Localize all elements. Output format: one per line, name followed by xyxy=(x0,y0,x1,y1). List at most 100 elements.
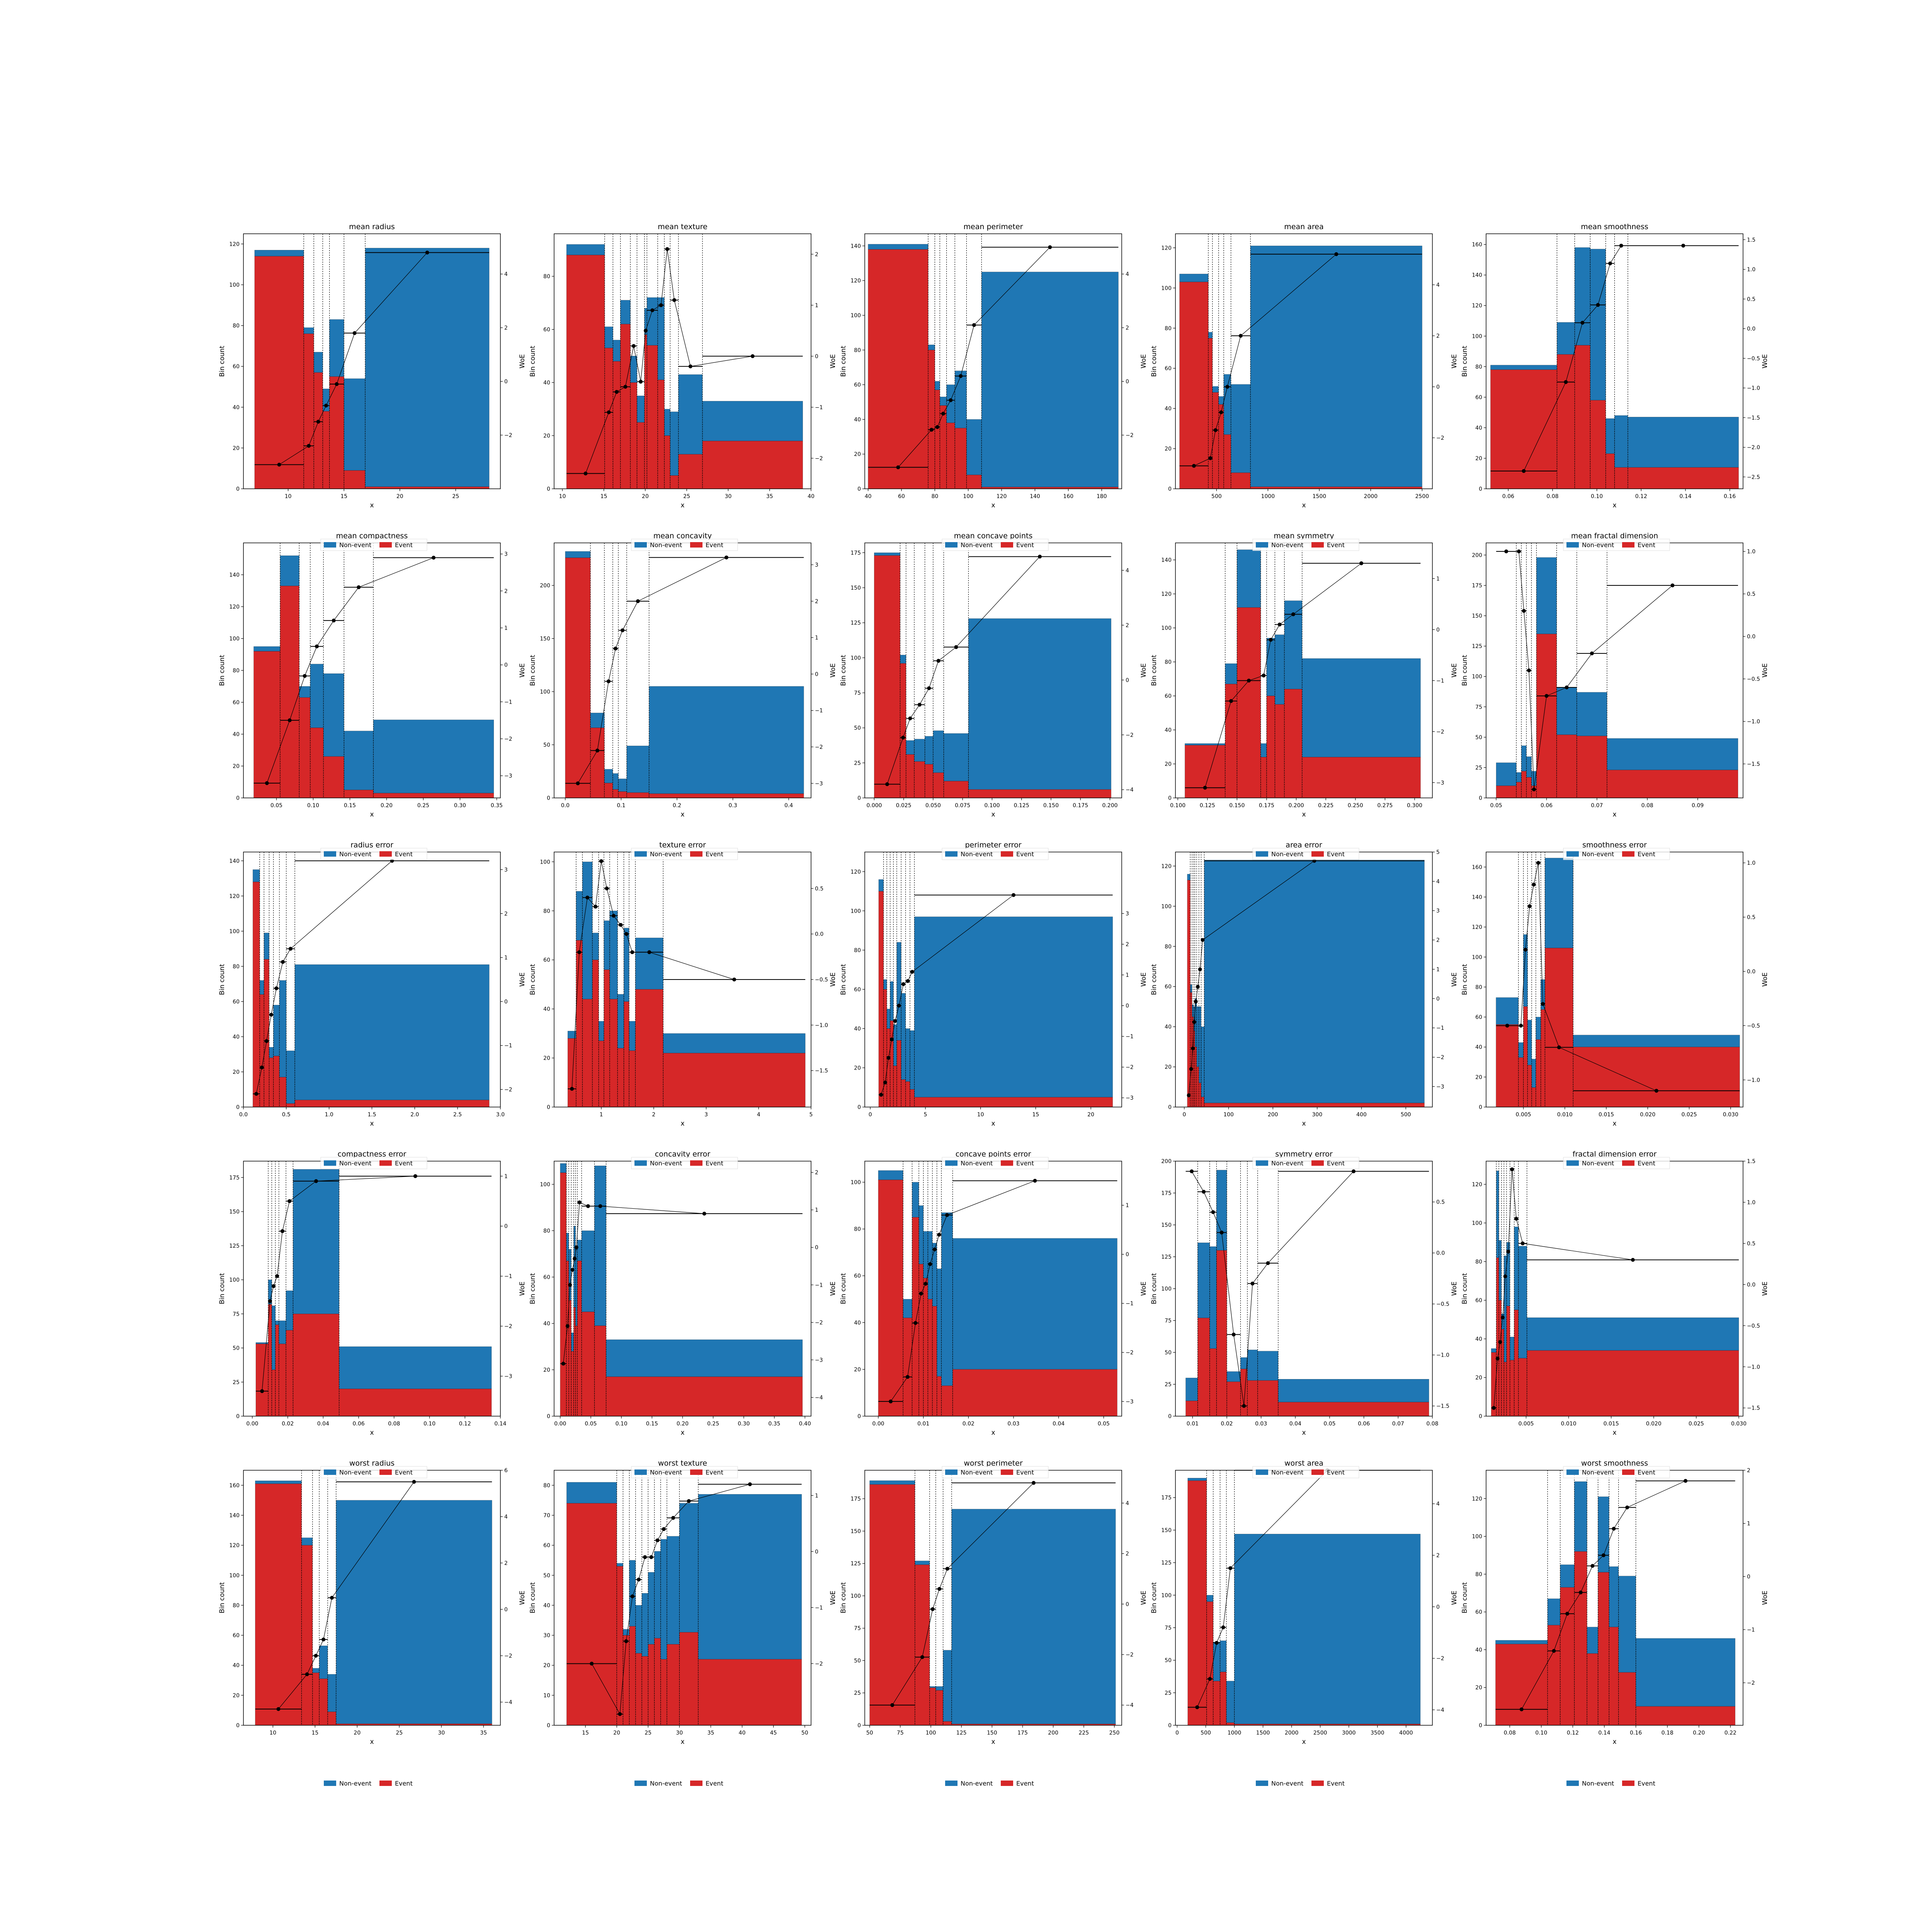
bar-nonevent xyxy=(255,1480,302,1484)
bar-event xyxy=(1495,1644,1548,1726)
bar-nonevent xyxy=(1185,1378,1198,1401)
x-axis-label: x xyxy=(991,502,995,509)
y-tick-label: 60 xyxy=(1165,984,1172,990)
legend-swatch-nonevent xyxy=(1256,542,1268,548)
y-tick-label: 75 xyxy=(854,1626,861,1632)
legend-swatch-event xyxy=(690,851,702,857)
bar-event xyxy=(269,1058,274,1107)
x-axis-label: x xyxy=(1302,1120,1306,1128)
woe-tick-label: −1.5 xyxy=(815,1068,828,1074)
bar-event xyxy=(322,411,330,489)
woe-tick-label: −0.5 xyxy=(1747,355,1760,362)
woe-point xyxy=(672,298,677,302)
y-axis-label: Bin count xyxy=(218,655,226,686)
woe-axis-label: WoE xyxy=(1451,663,1458,678)
y-tick-label: 50 xyxy=(543,742,550,748)
x-tick-label: 1500 xyxy=(1256,1730,1270,1736)
bar-event xyxy=(273,1056,280,1107)
bar-event xyxy=(264,959,269,1107)
woe-point xyxy=(1536,861,1541,865)
y-tick-label: 40 xyxy=(1165,406,1172,412)
bar-event xyxy=(575,1325,578,1417)
bar-nonevent xyxy=(1226,1371,1241,1382)
y-tick-label: 70 xyxy=(543,1512,550,1519)
x-tick-label: 25 xyxy=(645,1730,651,1736)
y-axis-label: Bin count xyxy=(1461,345,1469,377)
chart-title: mean texture xyxy=(658,223,707,231)
bar-event xyxy=(1523,1006,1528,1107)
woe-tick-label: 0 xyxy=(504,379,508,385)
bar-nonevent xyxy=(1573,1035,1740,1048)
x-tick-label: 140 xyxy=(1030,493,1040,500)
woe-point xyxy=(630,950,634,954)
legend-swatch-nonevent xyxy=(1256,1160,1268,1166)
bar-nonevent xyxy=(1557,322,1575,355)
bar-event xyxy=(319,1679,328,1726)
woe-point xyxy=(1608,261,1612,265)
legend-box xyxy=(1252,848,1359,860)
legend-box xyxy=(1252,539,1359,551)
legend-label-nonevent: Non-event xyxy=(339,850,371,858)
woe-point xyxy=(1510,1167,1514,1172)
woe-point xyxy=(930,1607,935,1611)
legend-swatch-event xyxy=(690,1160,702,1166)
x-tick-label: 0.05 xyxy=(585,1421,597,1427)
woe-tick-label: −2 xyxy=(815,1320,823,1326)
y-axis-label: Bin count xyxy=(840,345,847,377)
bar-event xyxy=(1636,1706,1735,1726)
woe-point xyxy=(1190,1169,1194,1173)
y-tick-label: 40 xyxy=(233,1034,240,1040)
y-tick-label: 100 xyxy=(540,1182,550,1188)
y-tick-label: 40 xyxy=(1165,727,1172,733)
y-tick-label: 60 xyxy=(854,986,861,993)
x-tick-label: 0.175 xyxy=(1259,803,1274,809)
bar-event xyxy=(1536,1039,1541,1107)
y-tick-label: 0 xyxy=(857,1104,861,1111)
legend-label-nonevent: Non-event xyxy=(339,1780,371,1787)
y-tick-label: 75 xyxy=(854,690,861,696)
bar-event xyxy=(294,1100,490,1107)
woe-tick-label: −1 xyxy=(1747,1627,1755,1633)
x-axis-label: x xyxy=(680,1738,684,1746)
x-tick-label: 0.12 xyxy=(1635,493,1647,500)
bar-nonevent xyxy=(253,646,281,651)
woe-point xyxy=(1048,245,1052,249)
y-tick-label: 140 xyxy=(229,858,240,864)
y-tick-label: 100 xyxy=(1472,1534,1482,1540)
woe-point xyxy=(1211,1210,1215,1214)
legend-label-event: Event xyxy=(1016,1780,1034,1787)
y-tick-label: 40 xyxy=(543,1006,550,1012)
x-tick-label: 3.0 xyxy=(496,1112,505,1118)
bar-event xyxy=(648,1644,655,1726)
bar-nonevent xyxy=(576,891,583,940)
bar-nonevent xyxy=(912,1182,919,1218)
bottom-legend: Non-event Event xyxy=(945,1780,1034,1787)
woe-point xyxy=(1219,410,1223,414)
bar-event xyxy=(253,651,281,798)
chart-panel: 0.05 0.06 0.07 0.08 0.09 0 25 50 75 100 125 150 175 2… xyxy=(1461,532,1769,818)
woe-point xyxy=(264,1039,269,1043)
x-tick-label: 5 xyxy=(810,1112,813,1118)
y-tick-label: 0 xyxy=(236,1723,240,1729)
woe-point xyxy=(1291,612,1295,616)
bar-nonevent xyxy=(599,1021,604,1041)
bar-nonevent xyxy=(1531,771,1537,786)
woe-tick-label: −3 xyxy=(504,1373,512,1379)
bar-event xyxy=(946,423,955,489)
legend-box xyxy=(1563,848,1670,860)
legend-swatch-event xyxy=(379,1160,392,1166)
legend-label-nonevent: Non-event xyxy=(1271,1780,1303,1787)
bar-nonevent xyxy=(886,1009,890,1029)
x-tick-label: 0.10 xyxy=(1591,493,1603,500)
woe-point xyxy=(650,308,655,312)
woe-tick-label: 5 xyxy=(1436,849,1440,855)
legend-label-event: Event xyxy=(1327,1160,1345,1167)
woe-point xyxy=(618,1712,622,1716)
x-tick-label: 0.125 xyxy=(1014,803,1029,809)
y-tick-label: 60 xyxy=(1475,1609,1482,1616)
woe-point xyxy=(1519,1707,1524,1711)
woe-point xyxy=(644,328,648,333)
bar-event xyxy=(968,789,1111,798)
bar-nonevent xyxy=(1496,762,1517,786)
x-tick-label: 30 xyxy=(725,493,732,500)
